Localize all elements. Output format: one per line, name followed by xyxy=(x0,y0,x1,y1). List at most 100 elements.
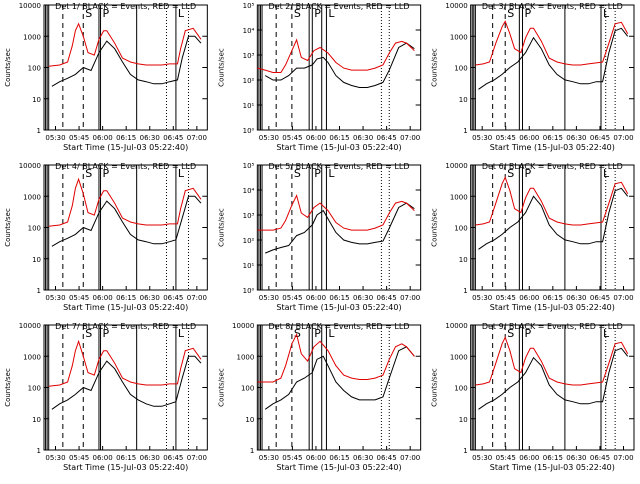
series-line-events xyxy=(478,187,629,250)
y-tick-label: 10⁵ xyxy=(243,162,255,170)
series-line-lld xyxy=(257,332,415,383)
y-tick-label: 10⁵ xyxy=(243,2,255,10)
x-tick-label: 07:00 xyxy=(400,454,420,462)
x-tick-label: 06:45 xyxy=(590,134,610,142)
x-tick-label: 05:30 xyxy=(472,294,492,302)
x-tick-label: 06:15 xyxy=(543,454,563,462)
series-line-lld xyxy=(257,194,415,231)
x-axis-label: Start Time (15-Jul-03 05:22:40) xyxy=(63,303,188,312)
plot-panel-5: S P L 10⁰ 10¹ 10² 10³ 10⁴ 10⁵ 05:30 05:45 06:00 06:1… xyxy=(217,162,422,312)
x-tick-label: 06:15 xyxy=(329,294,349,302)
plot-frame xyxy=(470,164,635,291)
plot-frame xyxy=(256,324,422,451)
y-axis-label: Counts/sec xyxy=(217,368,225,407)
y-tick-label: 1000 xyxy=(23,353,41,361)
y-tick-label: 10⁴ xyxy=(243,27,255,35)
x-tick-label: 06:30 xyxy=(353,454,373,462)
x-axis-label: Start Time (15-Jul-03 05:22:40) xyxy=(490,143,615,152)
x-tick-label: 06:45 xyxy=(377,134,397,142)
x-tick-label: 07:00 xyxy=(187,134,207,142)
x-tick-label: 06:15 xyxy=(329,454,349,462)
y-axis-label: Counts/sec xyxy=(431,48,439,87)
x-tick-label: 05:30 xyxy=(472,454,492,462)
annotation-mark: S xyxy=(294,167,301,180)
y-tick-label: 10 xyxy=(245,416,254,424)
y-axis-label: Counts/sec xyxy=(431,368,439,407)
annotation-mark: L xyxy=(178,7,185,20)
annotation-mark: L xyxy=(178,327,185,340)
x-tick-label: 05:45 xyxy=(496,294,516,302)
y-tick-label: 10000 xyxy=(445,2,467,10)
y-tick-label: 100 xyxy=(454,65,467,73)
y-tick-label: 10000 xyxy=(445,322,467,330)
y-tick-label: 1 xyxy=(250,447,254,455)
y-tick-label: 1 xyxy=(463,287,467,295)
y-tick-label: 1000 xyxy=(23,193,41,201)
x-tick-label: 05:30 xyxy=(259,134,279,142)
y-tick-label: 100 xyxy=(454,385,467,393)
x-tick-label: 06:15 xyxy=(543,134,563,142)
x-tick-label: 06:00 xyxy=(93,294,113,302)
plot-title: Det 5/ BLACK = Events, RED = LLD xyxy=(269,162,410,171)
y-tick-label: 100 xyxy=(28,65,41,73)
annotation-mark: P xyxy=(314,7,321,20)
annotation-mark: L xyxy=(603,327,610,340)
x-axis-label: Start Time (15-Jul-03 05:22:40) xyxy=(276,463,401,472)
series-line-lld xyxy=(48,339,202,387)
y-tick-label: 10 xyxy=(32,416,41,424)
annotation-mark: S xyxy=(507,327,514,340)
x-tick-label: 05:30 xyxy=(45,294,65,302)
y-tick-label: 100 xyxy=(28,385,41,393)
plot-frame xyxy=(256,4,422,131)
y-tick-label: 10⁰ xyxy=(243,127,255,135)
x-tick-label: 06:45 xyxy=(377,454,397,462)
y-tick-label: 10¹ xyxy=(243,102,255,110)
annotation-mark: S xyxy=(294,327,301,340)
annotation-mark: P xyxy=(524,327,531,340)
x-tick-label: 06:15 xyxy=(329,134,349,142)
plot-title: Det 3/ BLACK = Events, RED = LLD xyxy=(482,2,623,11)
series-line-lld xyxy=(257,38,415,73)
x-tick-label: 05:45 xyxy=(69,454,89,462)
series-line-lld xyxy=(475,20,629,66)
annotation-mark: L xyxy=(328,167,335,180)
x-tick-label: 06:30 xyxy=(140,134,160,142)
y-axis-label: Counts/sec xyxy=(4,48,12,87)
x-tick-label: 06:30 xyxy=(566,454,586,462)
series-line-lld xyxy=(475,176,629,226)
y-tick-label: 10³ xyxy=(243,52,255,60)
plot-panel-2: S P L 10⁰ 10¹ 10² 10³ 10⁴ 10⁵ 05:30 05:45 06:00 06:1… xyxy=(217,2,422,152)
annotation-mark: P xyxy=(524,7,531,20)
annotation-mark: L xyxy=(603,7,610,20)
series-line-lld xyxy=(48,177,202,227)
y-tick-label: 100 xyxy=(454,225,467,233)
x-tick-label: 06:30 xyxy=(566,294,586,302)
y-tick-label: 10 xyxy=(32,96,41,104)
y-axis-label: Counts/sec xyxy=(4,208,12,247)
x-tick-label: 07:00 xyxy=(613,454,633,462)
x-tick-label: 06:00 xyxy=(306,134,326,142)
annotation-mark: P xyxy=(314,167,321,180)
series-line-events xyxy=(51,35,202,87)
x-tick-label: 06:45 xyxy=(590,294,610,302)
y-tick-label: 1000 xyxy=(237,353,255,361)
x-tick-label: 06:15 xyxy=(543,294,563,302)
plot-panel-1: S P L 1 10 100 1000 10000 05:30 05:45 06:00 06:15 06… xyxy=(4,2,208,152)
series-line-events xyxy=(264,42,415,88)
plot-title: Det 9/ BLACK = Events, RED = LLD xyxy=(482,322,623,331)
annotation-mark: S xyxy=(85,327,92,340)
y-tick-label: 10000 xyxy=(19,322,41,330)
y-tick-label: 10² xyxy=(243,77,255,85)
x-axis-label: Start Time (15-Jul-03 05:22:40) xyxy=(276,143,401,152)
y-tick-label: 10 xyxy=(459,256,468,264)
series-line-events xyxy=(265,202,415,254)
series-line-lld xyxy=(475,336,629,386)
x-tick-label: 05:45 xyxy=(282,454,302,462)
x-axis-label: Start Time (15-Jul-03 05:22:40) xyxy=(490,463,615,472)
x-tick-label: 07:00 xyxy=(400,294,420,302)
y-axis-label: Counts/sec xyxy=(217,48,225,87)
annotation-mark: S xyxy=(294,7,301,20)
x-axis-label: Start Time (15-Jul-03 05:22:40) xyxy=(63,143,188,152)
x-tick-label: 06:15 xyxy=(116,294,136,302)
